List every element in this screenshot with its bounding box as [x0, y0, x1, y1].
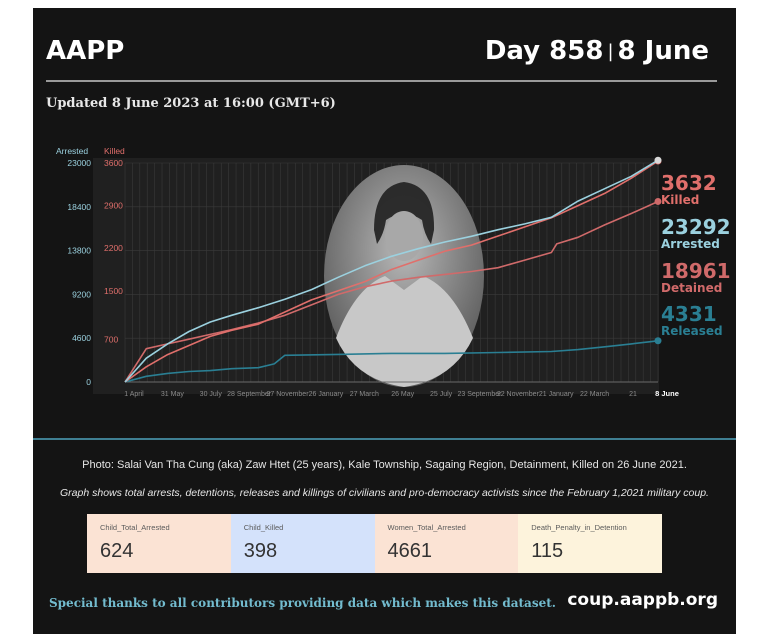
stat-card-women-arrested: Women_Total_Arrested 4661 [374, 514, 519, 573]
left-tick-label: 0 [86, 377, 91, 387]
x-tick-label: 27 November [267, 391, 310, 398]
stat-value: 624 [100, 540, 134, 562]
section-divider [33, 438, 736, 440]
end-label-name-arrested: Arrested [661, 237, 720, 251]
x-tick-label: 26 January [309, 391, 344, 398]
series-line-released [124, 340, 659, 383]
series-end-marker-released [654, 337, 662, 345]
stats-strip: Child_Total_Arrested 624 Child_Killed 39… [87, 514, 662, 573]
stat-value: 4661 [387, 540, 433, 562]
end-label-value-arrested: 23292 [661, 215, 731, 239]
series-line-detained [124, 200, 659, 383]
x-tick-label: 21 [629, 391, 637, 398]
series-end-marker-arrested [654, 156, 662, 164]
right-tick-label: 3600 [104, 158, 123, 168]
thanks-note: Special thanks to all contributors provi… [49, 596, 556, 610]
infographic-frame: AAPP Day 858 | 8 June Updated 8 June 2023 … [33, 8, 736, 634]
website-url: coup.aappb.org [567, 590, 718, 610]
right-axis-label: Killed [104, 146, 125, 156]
x-tick-label: 26 May [391, 391, 414, 398]
right-tick-label: 2200 [104, 243, 123, 253]
title-separator: | [607, 41, 614, 62]
day-date-title: Day 858 | 8 June [485, 36, 709, 66]
series-line-killed [124, 160, 659, 383]
timeline-chart: Arrested Killed 0 4600 9200 13800 18400 23000 70… [56, 146, 731, 398]
left-tick-label: 13800 [67, 246, 91, 256]
stat-card-child-killed: Child_Killed 398 [230, 514, 375, 573]
header-rule [46, 80, 717, 82]
right-tick-label: 1500 [104, 286, 123, 296]
x-tick-label: 25 July [430, 391, 453, 398]
series-lines [124, 156, 662, 383]
end-label-name-killed: Killed [661, 193, 699, 207]
series-line-arrested [124, 159, 659, 383]
graph-caption: Graph shows total arrests, detentions, r… [60, 487, 709, 499]
x-tick-label: 27 March [350, 391, 379, 398]
right-tick-label: 2900 [104, 201, 123, 211]
end-label-value-killed: 3632 [661, 171, 717, 195]
left-tick-label: 4600 [72, 333, 91, 343]
chart-axes: Arrested Killed 0 4600 9200 13800 18400 23000 70… [56, 146, 679, 398]
right-tick-label: 700 [104, 334, 118, 344]
stat-card-death-penalty: Death_Penalty_in_Detention 115 [518, 514, 662, 573]
portrait-shirt [336, 276, 473, 387]
left-axis-label: Arrested [56, 146, 88, 156]
photo-caption: Photo: Salai Van Tha Cung (aka) Zaw Htet… [82, 459, 687, 471]
x-tick-label: 22 March [580, 391, 609, 398]
x-tick-label: 1 April [124, 391, 144, 398]
left-tick-label: 23000 [67, 158, 91, 168]
end-label-value-released: 4331 [661, 302, 717, 326]
left-tick-label: 9200 [72, 289, 91, 299]
portrait-photo [324, 165, 484, 387]
end-label-name-released: Released [661, 324, 723, 338]
x-tick-label: 21 January [539, 391, 574, 398]
stat-value: 398 [243, 540, 278, 562]
end-label-name-detained: Detained [661, 281, 722, 295]
stat-label: Child_Killed [243, 523, 284, 532]
x-tick-label: 28 September [227, 391, 272, 398]
stat-card-child-arrested: Child_Total_Arrested 624 [87, 514, 231, 573]
x-tick-label: 8 June [655, 389, 679, 398]
stat-label: Death_Penalty_in_Detention [531, 523, 627, 532]
series-end-marker-detained [654, 197, 662, 205]
portrait-face [385, 211, 423, 261]
org-title: AAPP [46, 36, 125, 66]
x-tick-label: 22 November [497, 391, 540, 398]
day-count: Day 858 [484, 36, 604, 66]
x-tick-label: 30 July [200, 391, 223, 398]
x-tick-label: 23 September [457, 391, 502, 398]
date-label: 8 June [617, 36, 709, 66]
stat-label: Child_Total_Arrested [100, 523, 170, 532]
stat-label: Women_Total_Arrested [387, 523, 466, 532]
left-tick-label: 18400 [67, 202, 91, 212]
x-tick-label: 31 May [161, 391, 184, 398]
updated-timestamp: Updated 8 June 2023 at 16:00 (GMT+6) [46, 96, 336, 111]
stat-value: 115 [531, 540, 564, 562]
end-label-value-detained: 18961 [661, 259, 731, 283]
